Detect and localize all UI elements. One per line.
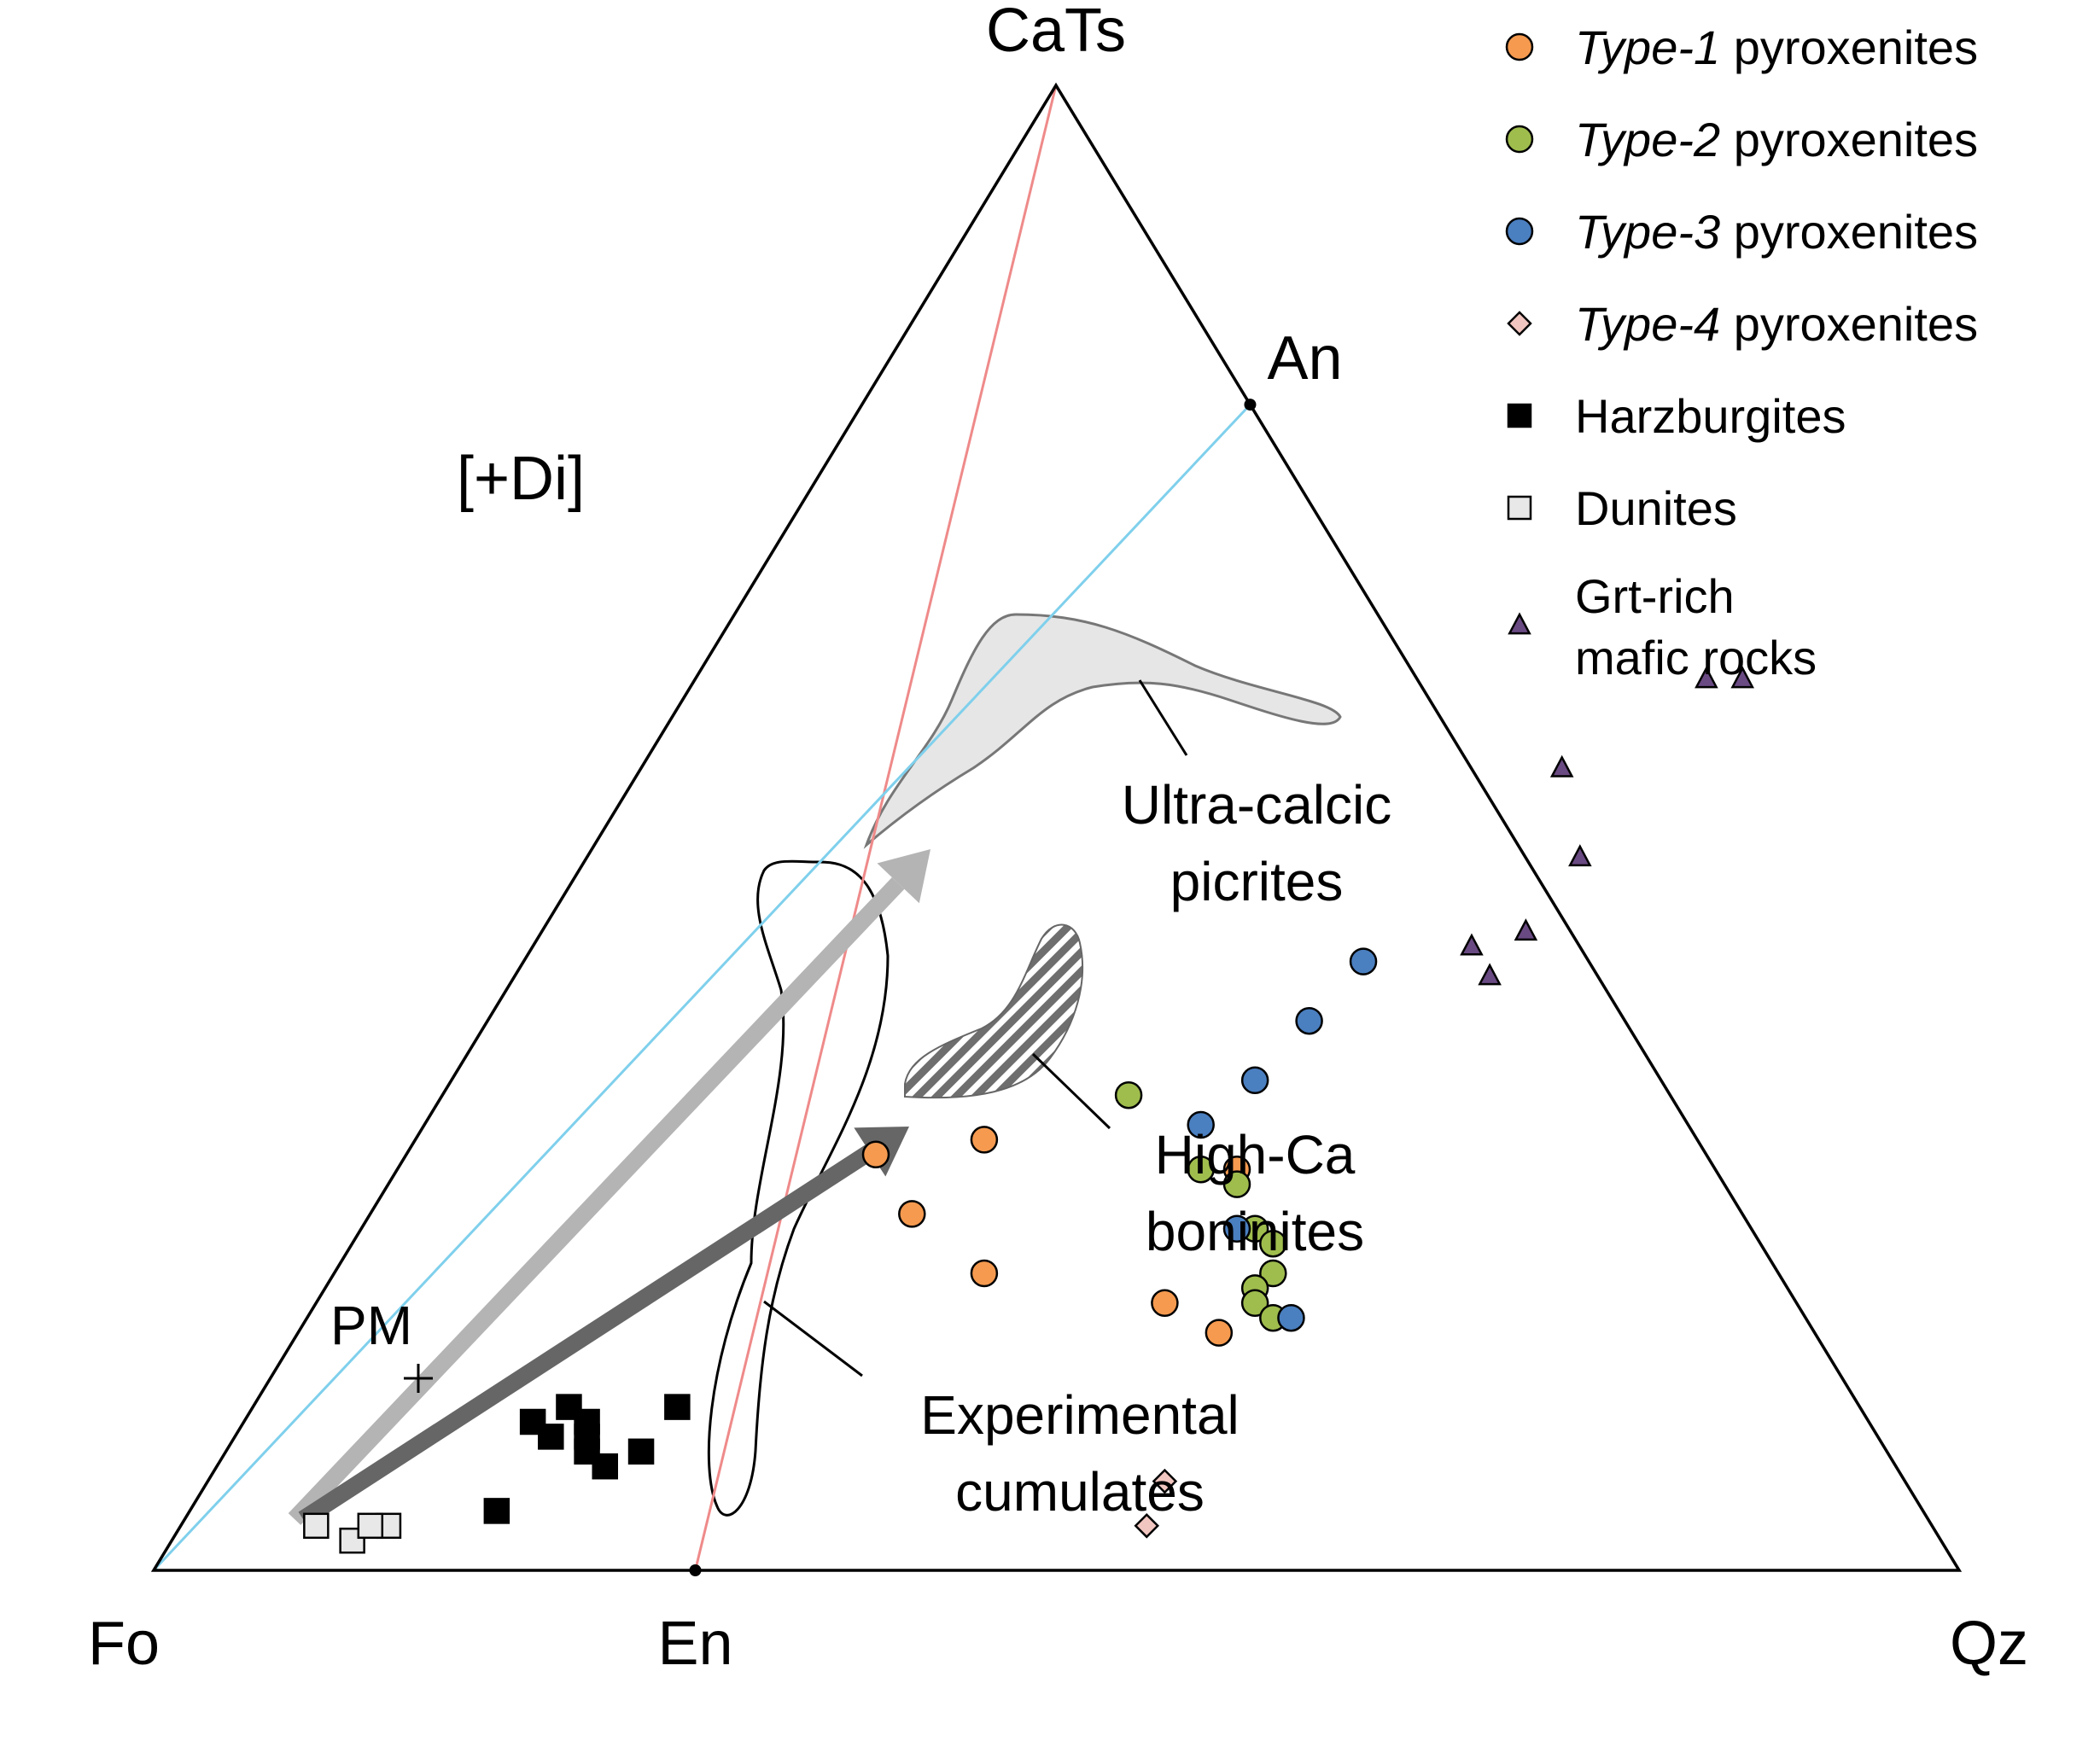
region-label-pm: PM (330, 1295, 412, 1356)
series-type1 (861, 1126, 1251, 1347)
point-harz (592, 1453, 618, 1480)
point-grt (1514, 918, 1538, 941)
point-type2 (1259, 1259, 1287, 1288)
series-type3 (1187, 947, 1378, 1332)
legend-label-type3: Type-3 pyroxenites (1575, 205, 1978, 259)
series-dun (303, 1512, 402, 1554)
point-grt (1695, 666, 1718, 689)
legend-item-type4: Type-4 pyroxenites (1507, 297, 1978, 351)
type1-trend-arrow (288, 849, 930, 1525)
point-type3 (1222, 1214, 1251, 1243)
point-grt (1730, 666, 1754, 689)
point-harz (574, 1424, 600, 1450)
region-label-ucp: picrites (1170, 851, 1344, 912)
point-dun (303, 1512, 330, 1540)
point-grt (1549, 754, 1574, 777)
point-harz (483, 1498, 510, 1524)
legend-marker-dun (1507, 495, 1532, 521)
point-type1 (898, 1200, 926, 1228)
ucp-leader (1138, 679, 1188, 756)
hcb-leader (1031, 1052, 1111, 1130)
legend-item-harz: Harzburgites (1507, 389, 1846, 443)
point-grt (1568, 844, 1592, 867)
point-type3 (1187, 1110, 1215, 1139)
series-type4 (1134, 1468, 1178, 1539)
legend-label-type1: Type-1 pyroxenites (1575, 20, 1978, 74)
point-type3 (1349, 947, 1378, 975)
point-harz (556, 1394, 582, 1420)
point-harz (664, 1394, 691, 1420)
legend-marker-type3 (1505, 217, 1534, 246)
fo-an-tie-line (152, 404, 1251, 1572)
legend-label-harz: Harzburgites (1575, 389, 1846, 443)
point-type1 (861, 1140, 890, 1169)
point-type1 (1205, 1319, 1234, 1347)
point-type3 (1295, 1006, 1323, 1035)
point-type3 (1277, 1303, 1305, 1332)
an-point (1244, 399, 1257, 411)
point-harz (627, 1438, 655, 1465)
edge-label-en: En (657, 1610, 732, 1678)
legend-marker-grt (1508, 612, 1531, 635)
point-grt (1460, 933, 1484, 956)
region-label-exp: cumulates (955, 1461, 1205, 1523)
point-type2 (1240, 1289, 1269, 1318)
point-grt (1478, 963, 1502, 986)
legend-label-dun: Dunites (1575, 481, 1737, 535)
ultra-calcic-picrites-field (863, 613, 1342, 849)
en-point (689, 1564, 702, 1576)
edge-label-an: An (1267, 324, 1342, 393)
en-cats-tie-line (694, 84, 1058, 1571)
series-harz (483, 1394, 691, 1524)
legend-label-grt: Grt-rich (1575, 569, 1735, 623)
series-type2 (1114, 1080, 1287, 1332)
legend-marker-harz (1507, 403, 1532, 428)
legend-marker-type1 (1505, 32, 1534, 61)
region-label-hcb: High-Ca (1155, 1124, 1356, 1185)
legend-marker-type4 (1507, 311, 1532, 336)
point-type3 (1240, 1066, 1269, 1095)
legend-label-type4: Type-4 pyroxenites (1575, 297, 1978, 351)
point-type2 (1187, 1155, 1215, 1184)
point-type4 (1152, 1468, 1178, 1494)
legend-item-dun: Dunites (1507, 481, 1737, 535)
vertex-label-top: CaTs (986, 0, 1126, 65)
point-harz (538, 1424, 564, 1450)
legend-item-type2: Type-2 pyroxenites (1505, 113, 1978, 166)
point-type1 (970, 1259, 999, 1288)
point-type2 (1222, 1170, 1251, 1198)
ternary-outline (150, 82, 1963, 1572)
point-type1 (970, 1126, 999, 1154)
region-label-exp: Experimental (920, 1384, 1240, 1446)
point-type2 (1114, 1080, 1143, 1109)
legend-label-type2: Type-2 pyroxenites (1575, 113, 1978, 166)
legend-marker-type2 (1505, 125, 1534, 154)
region-label-hcb: boninites (1146, 1201, 1364, 1262)
legend-label-grt-line2: mafic rocks (1575, 631, 1817, 684)
vertex-label-right: Qz (1950, 1610, 2028, 1678)
point-type1 (1151, 1289, 1179, 1318)
series-grt (1460, 666, 1754, 986)
point-dun (357, 1512, 384, 1540)
region-label-ucp: Ultra-calcic (1122, 774, 1391, 836)
pm-cross-icon (404, 1364, 433, 1393)
vertex-label-left: Fo (88, 1610, 160, 1678)
legend-item-type3: Type-3 pyroxenites (1505, 205, 1978, 259)
point-type2 (1259, 1229, 1287, 1258)
legend-item-grt: Grt-rich mafic rocks (1508, 569, 1817, 684)
legend-item-type1: Type-1 pyroxenites (1505, 20, 1978, 74)
exp-leader (763, 1300, 863, 1377)
field-label: [+Di] (457, 445, 585, 513)
point-type4 (1134, 1513, 1160, 1539)
high-ca-boninites-field (904, 923, 1084, 1099)
